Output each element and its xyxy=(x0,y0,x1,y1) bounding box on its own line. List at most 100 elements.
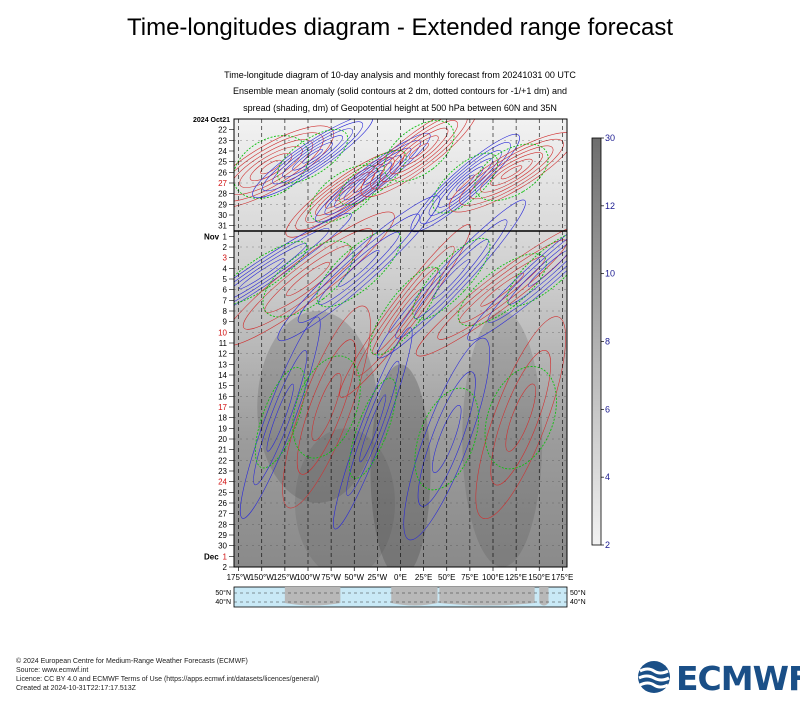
y-tick-label: 23 xyxy=(218,467,227,476)
y-tick-label: 11 xyxy=(219,339,228,348)
x-tick-label: 50°W xyxy=(344,573,364,582)
anomaly-contour-17 xyxy=(432,405,462,473)
anomaly-contour-13 xyxy=(467,195,567,341)
anomaly-contour-3 xyxy=(353,162,393,193)
anomaly-contour-16 xyxy=(346,360,400,496)
y-tick-label: 5 xyxy=(223,275,228,284)
anomaly-contour-0 xyxy=(260,159,282,175)
anomaly-contour-7 xyxy=(234,228,330,320)
map-land-2 xyxy=(439,587,535,606)
anomaly-contour-10 xyxy=(355,245,455,377)
y-tick-label: 24 xyxy=(218,478,227,487)
colorbar-bar xyxy=(591,137,602,546)
y-tick-label: 6 xyxy=(223,286,228,295)
anomaly-contour-17 xyxy=(403,337,491,541)
anomaly-contour-3 xyxy=(314,132,431,223)
y-tick-label: 30 xyxy=(218,211,227,220)
footer-licence: Licence: CC BY 4.0 and ECMWF Terms of Us… xyxy=(16,676,320,683)
map-lat-label-right: 50°N xyxy=(570,589,586,597)
anomaly-contour-11 xyxy=(413,239,489,319)
anomaly-contour-3 xyxy=(324,140,421,216)
zero-contour-3 xyxy=(338,149,407,206)
anomaly-contour-5 xyxy=(419,142,511,224)
subtitle-line-3: spread (shading, dm) of Geopotential hei… xyxy=(243,103,557,113)
y-tick-label: 27 xyxy=(218,510,227,519)
y-tick-label: 31 xyxy=(218,222,227,231)
colorbar-tick-label: 12 xyxy=(605,201,615,211)
y-tick-label: 30 xyxy=(218,542,227,551)
anomaly-contour-15 xyxy=(296,339,357,475)
x-tick-label: 150°E xyxy=(528,573,550,582)
anomaly-contour-4 xyxy=(399,135,439,167)
anomaly-contour-18 xyxy=(490,349,551,486)
y-tick-label: 10 xyxy=(218,328,227,337)
y-tick-label: 19 xyxy=(218,424,227,433)
anomaly-contour-18 xyxy=(475,316,566,520)
anomaly-contour-2 xyxy=(334,186,356,202)
zero-contour-10 xyxy=(369,266,441,356)
anomaly-contour-8 xyxy=(286,261,330,297)
anomaly-contour-13 xyxy=(487,213,567,323)
anomaly-contour-2 xyxy=(315,171,375,216)
anomaly-contour-7 xyxy=(234,243,307,305)
ecmwf-logo: ECMWF xyxy=(636,657,800,698)
y-tick-label: 25 xyxy=(218,158,227,167)
y-tick-label: 8 xyxy=(223,307,228,316)
anomaly-contour-13 xyxy=(527,249,567,287)
zero-contour-6 xyxy=(474,143,549,202)
anomaly-contour-3 xyxy=(362,169,383,186)
footer-copyright: © 2024 European Centre for Medium-Range … xyxy=(16,658,248,665)
anomaly-contour-8 xyxy=(242,228,374,330)
anomaly-contour-4 xyxy=(409,143,429,159)
x-tick-label: 75°W xyxy=(321,573,341,582)
anomaly-contour-14 xyxy=(253,350,308,486)
y-tick-label: 2 xyxy=(223,563,228,572)
y-tick-label: 24 xyxy=(218,147,227,156)
colorbar-tick-label: 30 xyxy=(605,133,615,143)
anomaly-contour-6 xyxy=(448,132,567,213)
anomaly-contour-6 xyxy=(469,145,554,200)
y-tick-label: 27 xyxy=(218,179,227,188)
ecmwf-logo-text: ECMWF xyxy=(676,659,800,698)
zero-contour-17 xyxy=(414,387,480,491)
y-tick-label: 23 xyxy=(218,136,227,145)
y-tick-label: 12 xyxy=(218,350,227,359)
anomaly-contour-11 xyxy=(376,199,526,359)
anomaly-contour-11 xyxy=(395,219,508,339)
colorbar-tick-label: 10 xyxy=(605,269,615,279)
anomaly-contour-16 xyxy=(333,327,413,530)
anomaly-contour-4 xyxy=(360,119,478,198)
anomaly-contour-9 xyxy=(338,249,380,287)
anomaly-contour-4 xyxy=(379,120,459,182)
anomaly-contour-1 xyxy=(302,149,323,164)
zero-contour-8 xyxy=(262,240,354,318)
anomaly-contour-1 xyxy=(272,128,354,185)
anomaly-contour-17 xyxy=(417,371,476,507)
y-tick-label: 29 xyxy=(218,200,227,209)
y-tick-label: 21 xyxy=(218,446,227,455)
x-tick-label: 150°W xyxy=(250,573,275,582)
y-tick-label: 26 xyxy=(218,168,227,177)
anomaly-contour-6 xyxy=(480,152,543,193)
footer-created: Created at 2024-10-31T22:17:17.513Z xyxy=(16,685,136,692)
x-tick-label: 0°E xyxy=(394,573,407,582)
y-tick-label: 9 xyxy=(223,318,228,327)
anomaly-contour-8 xyxy=(234,211,395,347)
y-tick-label: 17 xyxy=(218,403,227,412)
x-tick-label: 50°E xyxy=(438,573,455,582)
x-tick-label: 175°W xyxy=(227,573,252,582)
anomaly-contour-0 xyxy=(249,152,293,182)
anomaly-contour-6 xyxy=(500,165,523,180)
footer-source: Source: www.ecmwf.int xyxy=(16,667,89,674)
map-land-3 xyxy=(539,587,549,606)
y-tick-label: 18 xyxy=(218,414,227,423)
y-tick-label: 22 xyxy=(218,456,227,465)
y-tick-label: 15 xyxy=(218,382,227,391)
y-tick-label: 4 xyxy=(223,264,228,273)
anomaly-contour-1 xyxy=(252,119,374,199)
colorbar-tick-label: 4 xyxy=(605,472,610,482)
subtitle-line-2: Ensemble mean anomaly (solid contours at… xyxy=(233,86,567,96)
y-tick-label: 14 xyxy=(218,371,227,380)
y-tick-label: 25 xyxy=(218,488,227,497)
y-tick-label: 7 xyxy=(223,296,228,305)
